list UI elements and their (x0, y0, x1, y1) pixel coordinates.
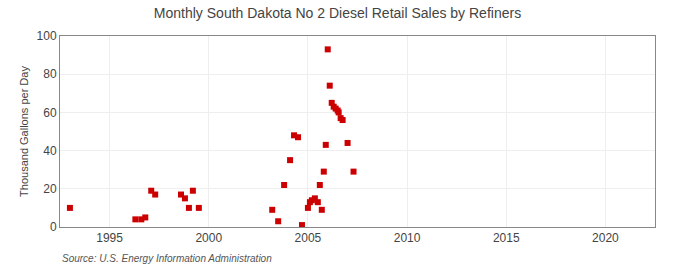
svg-text:2010: 2010 (394, 231, 421, 245)
svg-text:2020: 2020 (592, 231, 619, 245)
svg-text:0: 0 (50, 220, 57, 234)
svg-text:60: 60 (43, 106, 57, 120)
svg-text:20: 20 (43, 182, 57, 196)
svg-text:Thousand Gallons per Day: Thousand Gallons per Day (18, 66, 30, 197)
svg-text:Source: U.S. Energy Informatio: Source: U.S. Energy Information Administ… (62, 253, 272, 264)
svg-text:2005: 2005 (295, 231, 322, 245)
svg-text:2015: 2015 (493, 231, 520, 245)
svg-text:1995: 1995 (96, 231, 123, 245)
svg-text:100: 100 (37, 29, 57, 43)
svg-text:40: 40 (43, 144, 57, 158)
svg-text:80: 80 (43, 67, 57, 81)
svg-text:2000: 2000 (195, 231, 222, 245)
svg-text:Monthly South Dakota No 2 Dies: Monthly South Dakota No 2 Diesel Retail … (154, 5, 521, 21)
